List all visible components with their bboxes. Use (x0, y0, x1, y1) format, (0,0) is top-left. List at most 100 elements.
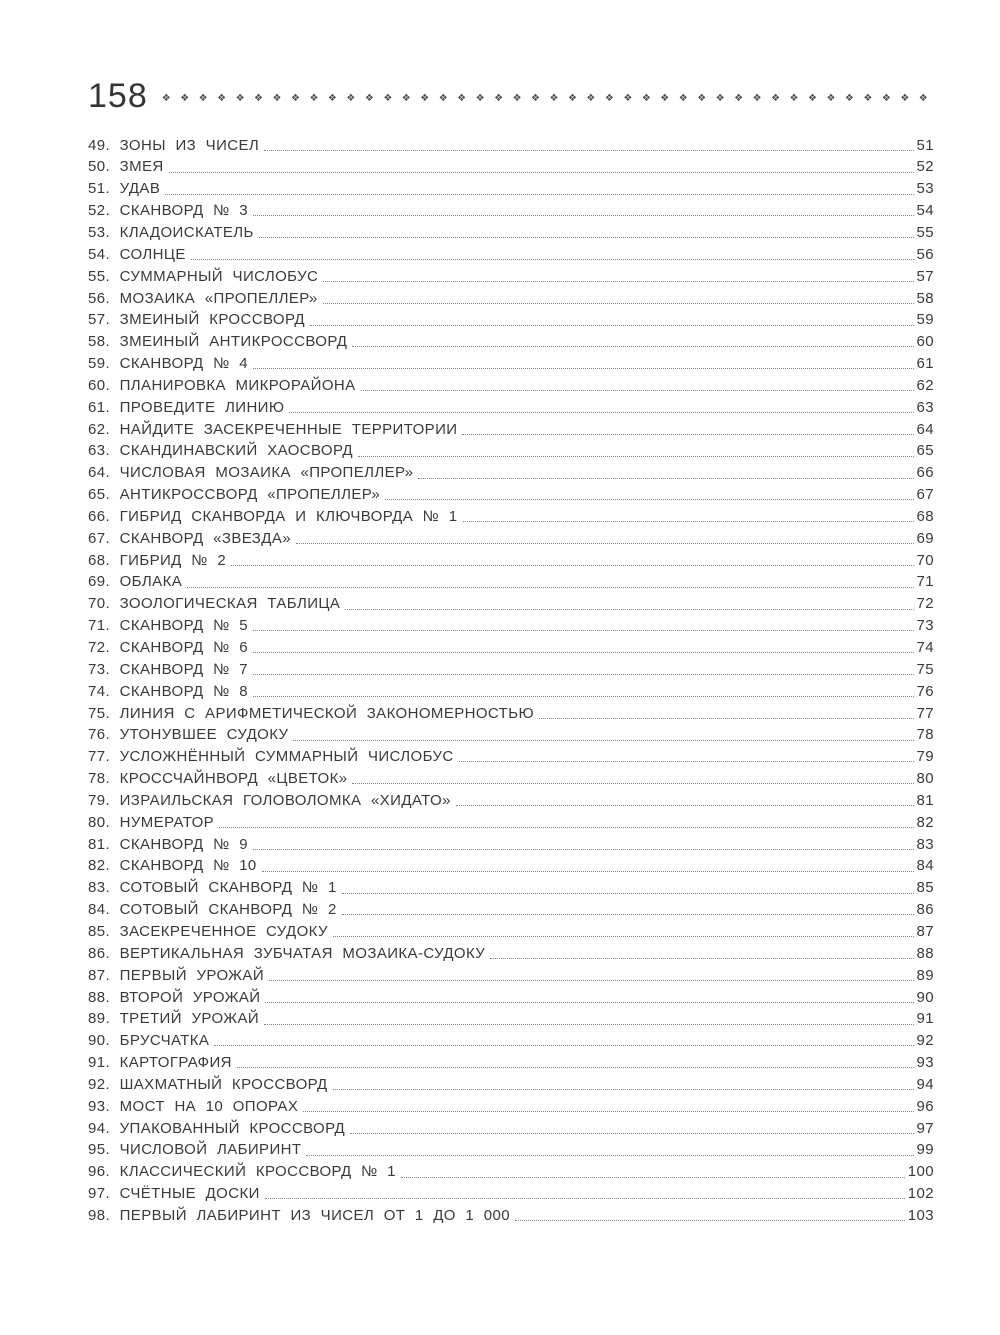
dotted-leader (264, 149, 914, 151)
dotted-leader (462, 433, 914, 435)
toc-row: 89. ТРЕТИЙ УРОЖАЙ 91 (88, 1006, 934, 1028)
dotted-leader (323, 280, 914, 282)
toc-entry-label: 71. СКАНВОРД № 5 (88, 617, 248, 635)
toc-entry-page: 56 (916, 245, 934, 263)
toc-entry-label: 94. УПАКОВАННЫЙ КРОССВОРД (88, 1119, 346, 1137)
dotted-leader (187, 586, 914, 588)
toc-entry-page: 62 (916, 376, 934, 394)
toc-row: 52. СКАНВОРД № 3 54 (88, 198, 934, 220)
toc-row: 54. СОЛНЦЕ 56 (88, 241, 934, 263)
toc-entry-page: 69 (916, 529, 934, 547)
toc-entry-page: 94 (916, 1075, 934, 1093)
dotted-leader (360, 390, 914, 392)
dotted-leader (265, 1001, 914, 1003)
toc-row: 74. СКАНВОРД № 8 76 (88, 678, 934, 700)
toc-row: 67. СКАНВОРД «ЗВЕЗДА» 69 (88, 525, 934, 547)
toc-entry-label: 98. ПЕРВЫЙ ЛАБИРИНТ ИЗ ЧИСЕЛ ОТ 1 ДО 1 0… (88, 1206, 510, 1224)
dotted-leader (165, 193, 914, 195)
toc-row: 80. НУМЕРАТОР 82 (88, 809, 934, 831)
toc-entry-page: 100 (907, 1163, 934, 1181)
toc-row: 63. СКАНДИНАВСКИЙ ХАОСВОРД 65 (88, 438, 934, 460)
toc-entry-label: 85. ЗАСЕКРЕЧЕННОЕ СУДОКУ (88, 922, 328, 940)
dotted-leader (252, 695, 914, 697)
dotted-leader (252, 848, 914, 850)
toc-row: 93. МОСТ НА 10 ОПОРАХ 96 (88, 1093, 934, 1115)
dotted-leader (418, 477, 914, 479)
toc-entry-page: 52 (916, 158, 934, 176)
dotted-leader (252, 652, 914, 654)
toc-entry-page: 63 (916, 398, 934, 416)
toc-row: 98. ПЕРВЫЙ ЛАБИРИНТ ИЗ ЧИСЕЛ ОТ 1 ДО 1 0… (88, 1202, 934, 1224)
dotted-leader (341, 892, 914, 894)
toc-row: 71. СКАНВОРД № 5 73 (88, 613, 934, 635)
dotted-leader (258, 237, 914, 239)
toc-entry-page: 97 (916, 1119, 934, 1137)
toc-entry-label: 49. ЗОНЫ ИЗ ЧИСЕЛ (88, 136, 260, 154)
toc-entry-page: 66 (916, 464, 934, 482)
dotted-leader (261, 870, 914, 872)
toc-row: 91. КАРТОГРАФИЯ 93 (88, 1049, 934, 1071)
toc-entry-page: 68 (916, 507, 934, 525)
toc-row: 82. СКАНВОРД № 10 84 (88, 853, 934, 875)
toc-row: 92. ШАХМАТНЫЙ КРОССВОРД 94 (88, 1071, 934, 1093)
toc-entry-label: 59. СКАНВОРД № 4 (88, 355, 248, 373)
toc-row: 83. СОТОВЫЙ СКАНВОРД № 1 85 (88, 875, 934, 897)
toc-entry-page: 53 (916, 180, 934, 198)
toc-entry-page: 57 (916, 267, 934, 285)
toc-entry-page: 74 (916, 639, 934, 656)
dotted-leader (350, 1132, 914, 1134)
dotted-leader (264, 1198, 905, 1200)
toc-entry-label: 57. ЗМЕИНЫЙ КРОССВОРД (88, 311, 305, 329)
toc-entry-label: 53. КЛАДОИСКАТЕЛЬ (88, 223, 254, 241)
toc-entry-label: 88. ВТОРОЙ УРОЖАЙ (88, 988, 261, 1006)
toc-row: 84. СОТОВЫЙ СКАНВОРД № 2 86 (88, 897, 934, 919)
toc-entry-page: 59 (916, 311, 934, 329)
toc-entry-page: 93 (916, 1054, 934, 1072)
dotted-leader (252, 368, 914, 370)
toc-row: 96. КЛАССИЧЕСКИЙ КРОССВОРД № 1 100 (88, 1159, 934, 1181)
toc-entry-label: 50. ЗМЕЯ (88, 158, 164, 176)
toc-entry-label: 78. КРОССЧАЙНВОРД «ЦВЕТОК» (88, 770, 348, 788)
toc-entry-page: 90 (916, 988, 934, 1006)
dotted-leader (303, 1110, 914, 1112)
toc-entry-label: 65. АНТИКРОССВОРД «ПРОПЕЛЛЕР» (88, 486, 381, 504)
dotted-leader (252, 215, 914, 217)
toc-entry-page: 87 (916, 922, 934, 940)
toc-entry-page: 78 (916, 726, 934, 744)
dotted-leader (295, 543, 914, 545)
page-header: 158 ❖❖❖❖❖❖❖❖❖❖❖❖❖❖❖❖❖❖❖❖❖❖❖❖❖❖❖❖❖❖❖❖❖❖❖❖… (88, 76, 934, 116)
toc-entry-page: 103 (907, 1206, 934, 1224)
toc-entry-label: 82. СКАНВОРД № 10 (88, 857, 257, 875)
toc-entry-label: 76. УТОНУВШЕЕ СУДОКУ (88, 726, 289, 744)
dotted-leader (458, 761, 914, 763)
toc-entry-label: 90. БРУСЧАТКА (88, 1032, 210, 1050)
toc-row: 69. ОБЛАКА 71 (88, 569, 934, 591)
toc-entry-page: 86 (916, 901, 934, 919)
dotted-leader (357, 455, 914, 457)
toc-row: 95. ЧИСЛОВОЙ ЛАБИРИНТ 99 (88, 1137, 934, 1159)
toc-row: 90. БРУСЧАТКА 92 (88, 1028, 934, 1050)
toc-entry-page: 54 (916, 202, 934, 220)
toc-entry-page: 77 (916, 704, 934, 722)
toc-row: 55. СУММАРНЫЙ ЧИСЛОБУС 57 (88, 263, 934, 285)
toc-entry-page: 76 (916, 682, 934, 700)
toc-entry-label: 87. ПЕРВЫЙ УРОЖАЙ (88, 966, 265, 984)
dotted-leader (309, 324, 914, 326)
dotted-leader (352, 783, 914, 785)
toc-row: 51. УДАВ 53 (88, 176, 934, 198)
dotted-leader (214, 1045, 914, 1047)
dotted-leader (539, 717, 914, 719)
toc-entry-page: 102 (907, 1185, 934, 1203)
dotted-leader (269, 979, 914, 981)
toc-entry-label: 96. КЛАССИЧЕСКИЙ КРОССВОРД № 1 (88, 1163, 396, 1181)
toc-entry-page: 81 (916, 791, 934, 809)
dotted-leader (252, 674, 914, 676)
toc-entry-page: 80 (916, 770, 934, 788)
dotted-leader (293, 739, 914, 741)
dotted-leader (385, 499, 914, 501)
toc-entry-label: 62. НАЙДИТЕ ЗАСЕКРЕЧЕННЫЕ ТЕРРИТОРИИ (88, 420, 458, 438)
toc-row: 87. ПЕРВЫЙ УРОЖАЙ 89 (88, 962, 934, 984)
toc-row: 57. ЗМЕИНЫЙ КРОССВОРД 59 (88, 307, 934, 329)
toc-entry-page: 82 (916, 813, 934, 831)
